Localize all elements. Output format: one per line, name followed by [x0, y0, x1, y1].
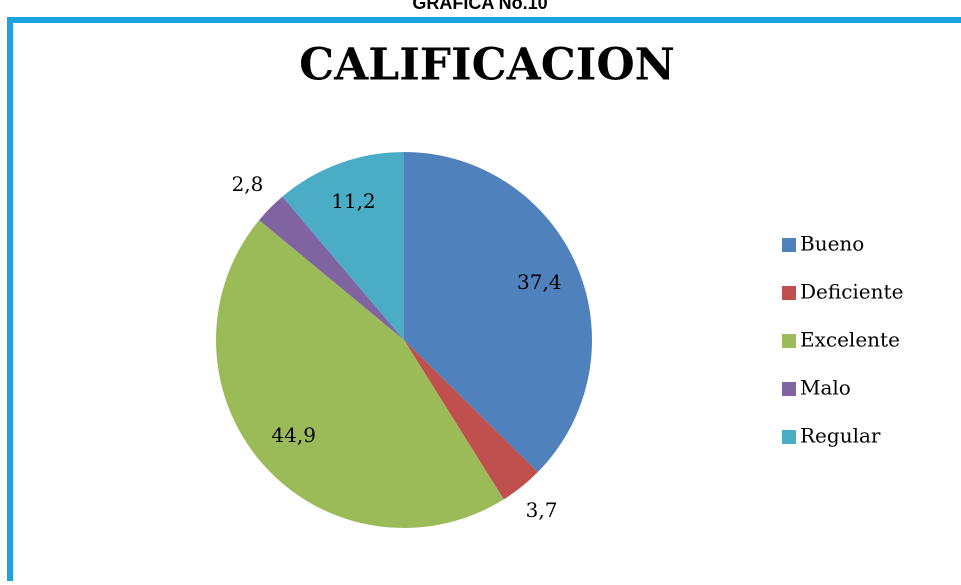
legend-label: Regular: [800, 424, 881, 448]
legend-swatch: [782, 238, 796, 252]
legend-label: Excelente: [800, 328, 900, 352]
legend-label: Malo: [800, 376, 851, 400]
legend-swatch: [782, 286, 796, 300]
data-label: 44,9: [271, 423, 316, 447]
pie-slice: [404, 152, 592, 473]
pie-slice: [282, 152, 404, 340]
legend-label: Deficiente: [800, 280, 903, 304]
pie-slice: [259, 196, 404, 340]
data-label: 2,8: [232, 172, 264, 196]
legend-swatch: [782, 430, 796, 444]
data-label: 11,2: [331, 189, 376, 213]
caption: GRAFICA No.10: [412, 0, 547, 13]
legend-label: Bueno: [800, 232, 864, 256]
pie-slice: [404, 340, 538, 500]
legend-swatch: [782, 382, 796, 396]
chart-title: CALIFICACION: [299, 40, 675, 91]
data-label: 3,7: [526, 498, 558, 522]
legend-swatch: [782, 334, 796, 348]
frame: [7, 17, 961, 581]
data-label: 37,4: [517, 270, 562, 294]
pie-slice: [216, 220, 504, 528]
